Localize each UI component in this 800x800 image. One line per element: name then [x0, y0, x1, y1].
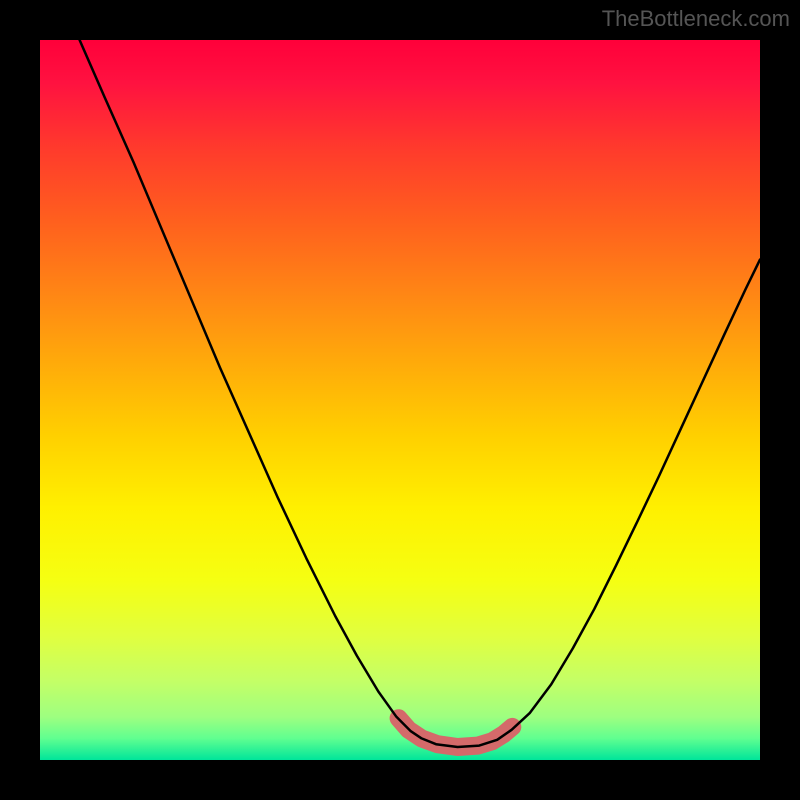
watermark-text: TheBottleneck.com: [602, 6, 790, 32]
plot-area: [40, 40, 760, 760]
highlight-segment: [399, 718, 513, 747]
chart-container: TheBottleneck.com: [0, 0, 800, 800]
bottleneck-curve: [80, 40, 760, 747]
curve-overlay: [40, 40, 760, 760]
